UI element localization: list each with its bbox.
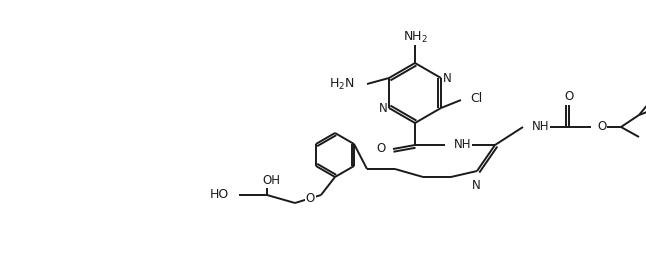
Text: N: N	[443, 72, 452, 84]
Text: NH$_2$: NH$_2$	[402, 29, 428, 44]
Text: OH: OH	[262, 174, 280, 188]
Text: N: N	[379, 102, 388, 114]
Text: O: O	[306, 192, 315, 204]
Text: NH: NH	[532, 121, 550, 133]
Text: Cl: Cl	[470, 91, 482, 105]
Text: H$_2$N: H$_2$N	[329, 76, 355, 92]
Text: NH: NH	[454, 139, 472, 151]
Text: O: O	[565, 91, 574, 103]
Text: O: O	[377, 143, 386, 155]
Text: HO: HO	[210, 188, 229, 202]
Text: O: O	[597, 121, 606, 133]
Text: N: N	[472, 179, 481, 192]
